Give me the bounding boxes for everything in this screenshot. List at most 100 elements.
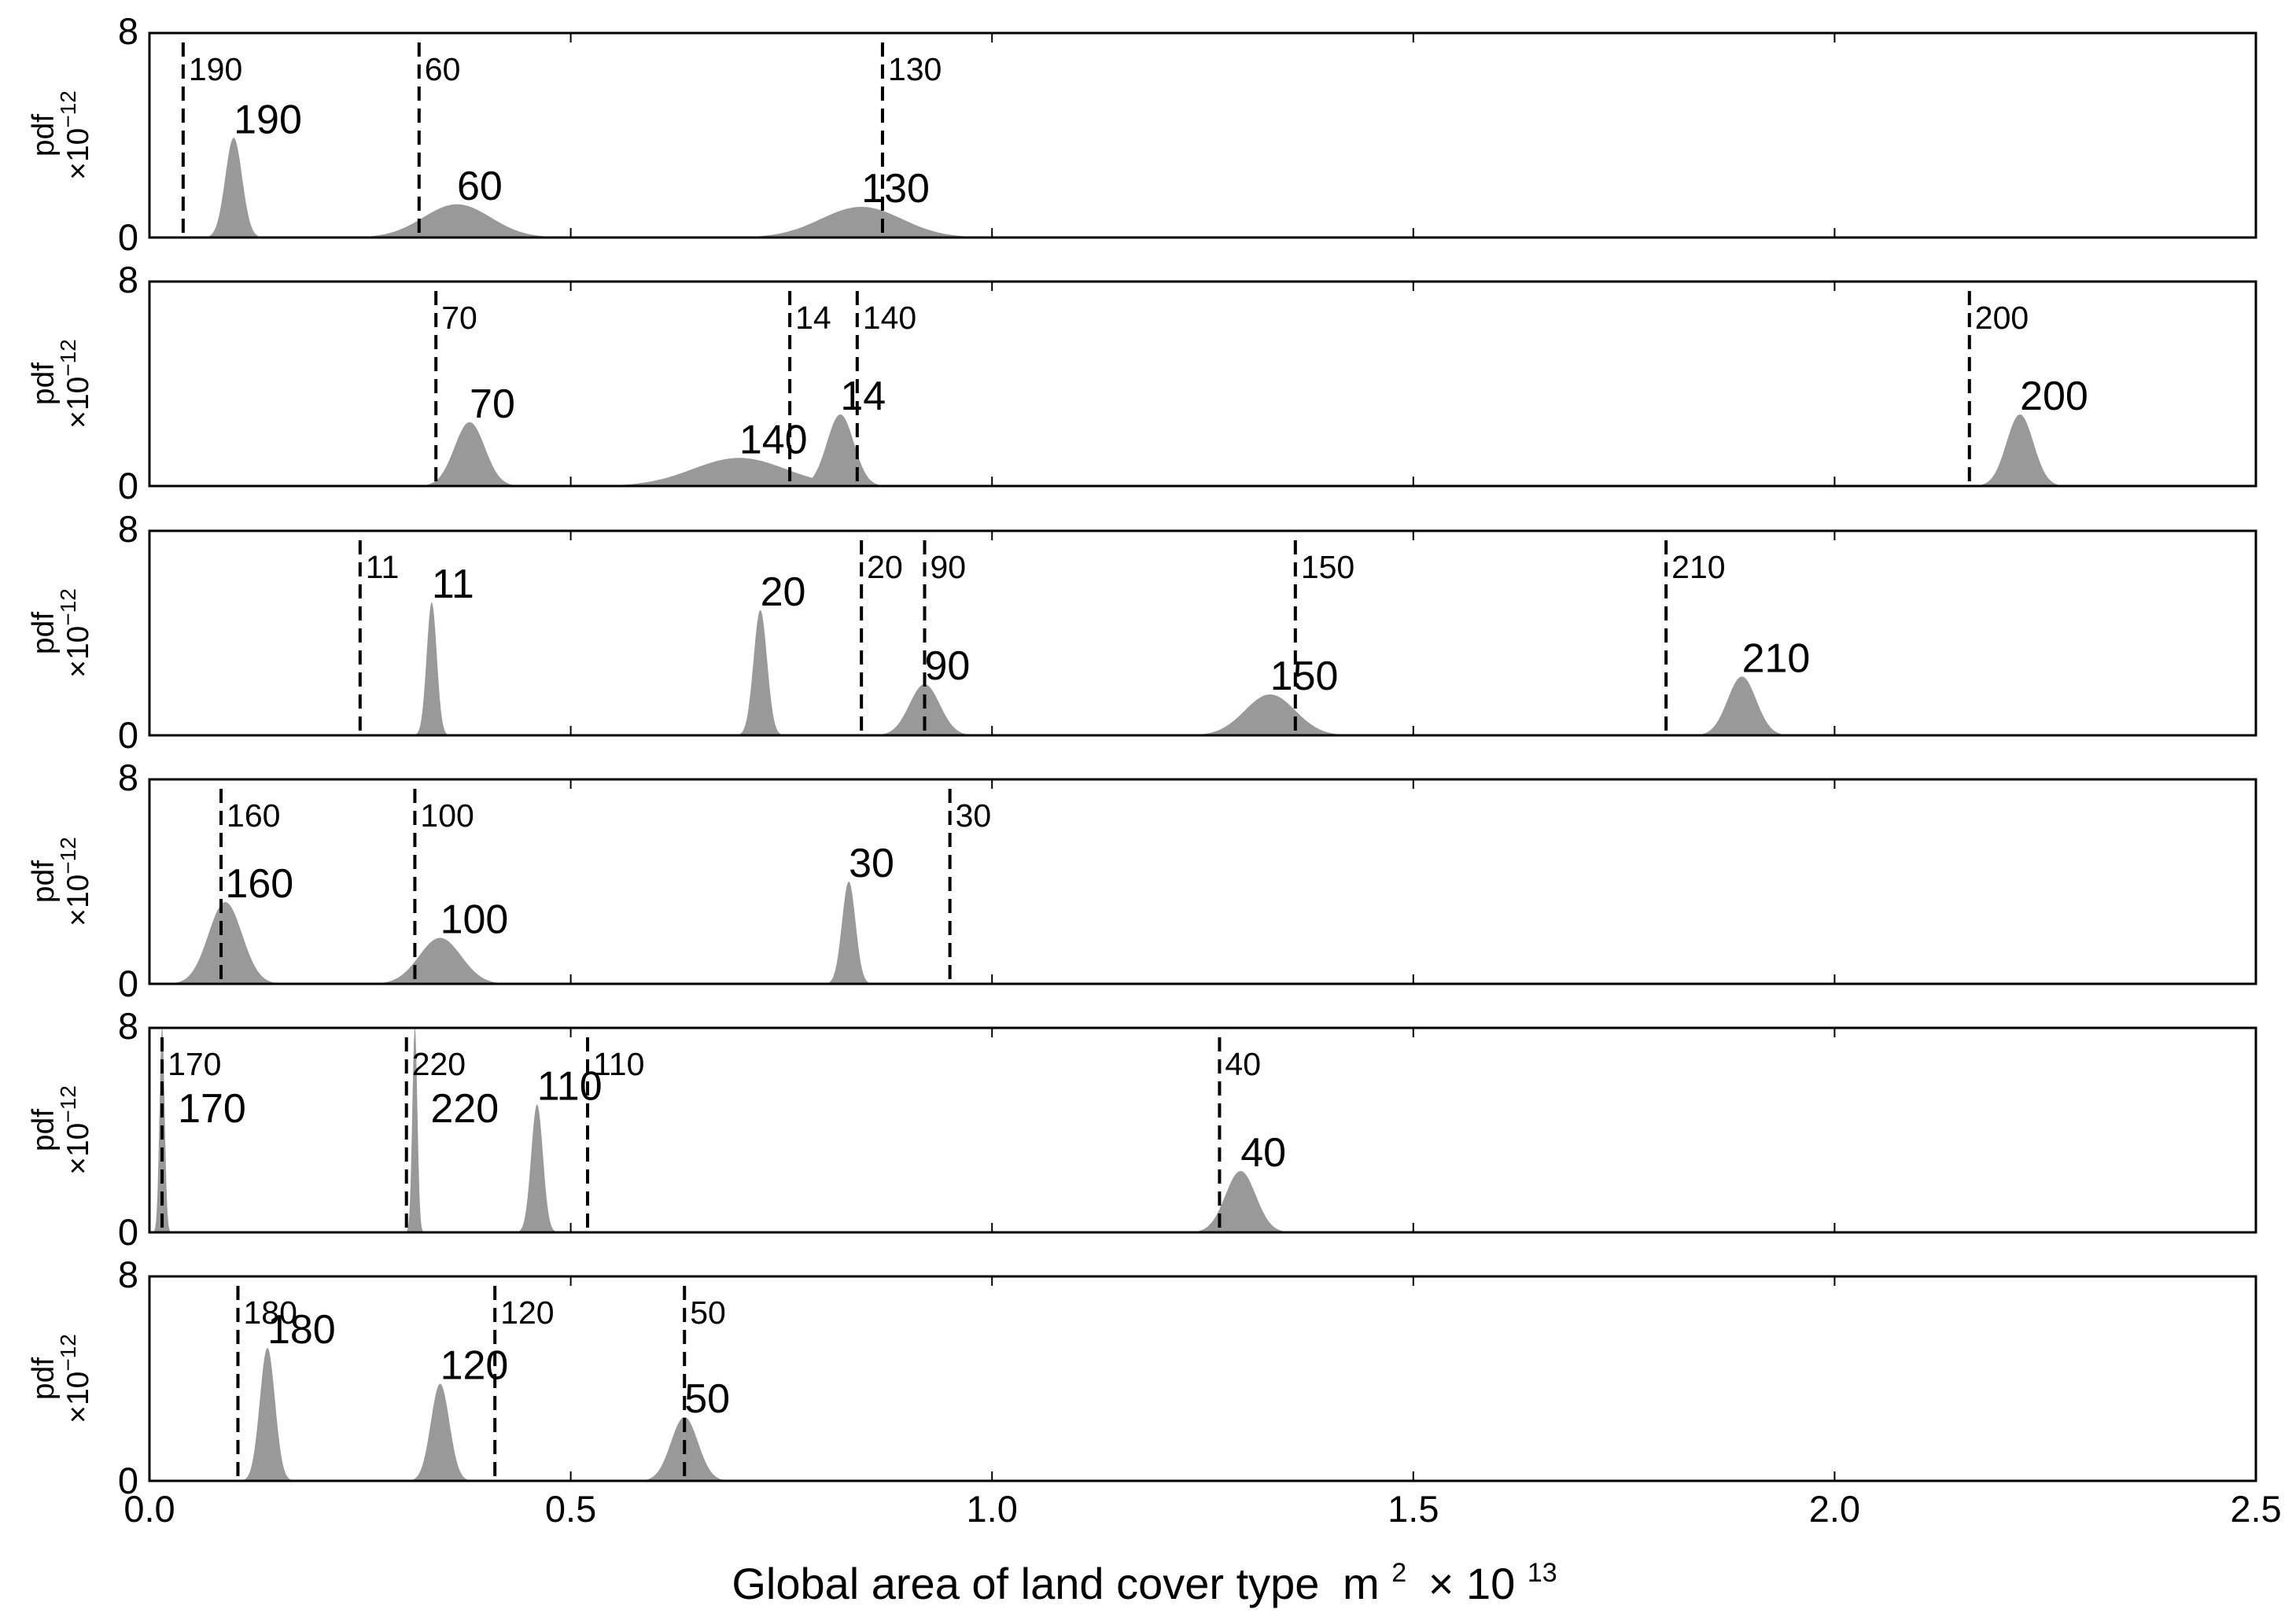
- marker-label-60: 60: [425, 51, 461, 87]
- y-tick-label-top: 8: [118, 508, 138, 550]
- marker-label-200: 200: [1975, 300, 2029, 336]
- marker-label-130: 130: [888, 51, 942, 87]
- y-tick-label-top: 8: [118, 259, 138, 300]
- y-axis-label: pdf: [27, 1109, 61, 1151]
- x-tick-label: 2.0: [1809, 1488, 1860, 1530]
- density-200: [1966, 414, 2074, 486]
- y-tick-label-bottom: 0: [118, 963, 138, 1004]
- y-axis-label: pdf: [27, 612, 61, 654]
- peak-label-30: 30: [849, 841, 894, 886]
- peak-label-110: 110: [537, 1064, 603, 1110]
- marker-label-210: 210: [1671, 549, 1725, 585]
- density-160: [157, 902, 293, 984]
- density-20: [733, 609, 787, 735]
- marker-label-190: 190: [189, 51, 242, 87]
- marker-label-140: 140: [863, 300, 916, 336]
- peak-label-220: 220: [430, 1086, 499, 1132]
- y-axis-scale: ×10−12: [56, 1085, 95, 1175]
- density-60: [322, 204, 592, 238]
- peak-label-70: 70: [470, 381, 515, 427]
- panel-6: 180 120 50 180 120 50 8 0 pdf ×10−12: [27, 1254, 2257, 1501]
- y-axis-label: pdf: [27, 1357, 61, 1400]
- y-axis-scale-exponent: −12: [56, 588, 80, 626]
- peak-label-170: 170: [178, 1086, 246, 1132]
- y-tick-label-bottom: 0: [118, 714, 138, 756]
- panel-frame: [148, 778, 2257, 985]
- x-tick-label: 0.0: [123, 1488, 175, 1530]
- x-axis-tick-labels: 0.0 0.5 1.0 1.5 2.0 2.5: [123, 1488, 2281, 1530]
- peak-label-14: 14: [840, 374, 886, 419]
- marker-label-220: 220: [412, 1046, 466, 1082]
- y-axis-scale-base: ×10: [61, 377, 95, 429]
- plot-area: [358, 540, 1800, 735]
- panel-frame: [148, 529, 2257, 737]
- y-tick-label-bottom: 0: [118, 1211, 138, 1253]
- panel-frame: [148, 280, 2257, 488]
- peak-label-140: 140: [739, 417, 808, 462]
- marker-label-11: 11: [366, 549, 400, 585]
- panel-4: 160 100 30 160 100 30 8 0 pdf ×10−12: [27, 757, 2257, 1004]
- y-tick-label-top: 8: [118, 1254, 138, 1295]
- x-tick-label: 1.5: [1388, 1488, 1439, 1530]
- marker-label-180: 180: [243, 1294, 297, 1331]
- plot-area: [408, 291, 2074, 486]
- marker-label-120: 120: [500, 1294, 554, 1331]
- density-190: [200, 138, 267, 238]
- peak-label-160: 160: [225, 861, 293, 907]
- y-tick-label-bottom: 0: [118, 1460, 138, 1501]
- y-axis-scale: ×10−12: [56, 339, 95, 429]
- panel-3: 11 20 90 150 210 11 20 90 150 210 8 0 pdf ×10−12: [27, 508, 2257, 756]
- density-40: [1180, 1171, 1302, 1232]
- y-axis-label: pdf: [27, 860, 61, 903]
- plot-area: [181, 42, 1023, 238]
- y-axis-scale: ×10−12: [56, 1334, 95, 1423]
- y-tick-label-top: 8: [118, 1005, 138, 1047]
- y-tick-label-top: 8: [118, 757, 138, 798]
- marker-label-40: 40: [1225, 1046, 1261, 1082]
- panel-frame: [148, 1275, 2257, 1482]
- x-tick-label: 1.0: [967, 1488, 1018, 1530]
- y-tick-label-top: 8: [118, 10, 138, 52]
- plot-area: [152, 1028, 1302, 1232]
- density-14: [786, 414, 894, 486]
- density-90: [864, 684, 986, 735]
- density-130: [699, 207, 1023, 238]
- density-210: [1684, 676, 1800, 735]
- peak-label-150: 150: [1270, 654, 1339, 699]
- y-axis-label: pdf: [27, 363, 61, 405]
- panel-2: 70 14 140 200 70 140 14 200 8 0 pdf ×10−12: [27, 259, 2257, 506]
- marker-label-50: 50: [690, 1294, 726, 1331]
- x-tick-label: 2.5: [2230, 1488, 2281, 1530]
- density-140: [554, 458, 925, 486]
- peak-label-50: 50: [684, 1376, 730, 1422]
- density-150: [1169, 694, 1372, 735]
- y-axis-scale: ×10−12: [56, 837, 95, 926]
- density-11: [411, 602, 452, 735]
- peak-label-90: 90: [925, 643, 971, 689]
- y-axis-scale-base: ×10: [61, 128, 95, 180]
- marker-label-170: 170: [168, 1046, 221, 1082]
- x-tick-label: 0.5: [545, 1488, 596, 1530]
- y-axis-scale-base: ×10: [61, 1123, 95, 1175]
- y-axis-scale-exponent: −12: [56, 837, 80, 875]
- y-axis-scale-exponent: −12: [56, 339, 80, 377]
- panel-5: 170 220 110 40 170 220 110 40 8 0 pdf ×10−12: [27, 1005, 2257, 1253]
- marker-label-150: 150: [1301, 549, 1354, 585]
- peak-label-130: 130: [861, 166, 930, 212]
- density-70: [408, 422, 531, 486]
- density-110: [513, 1104, 561, 1232]
- plot-area: [236, 1286, 739, 1481]
- density-180: [237, 1348, 298, 1481]
- marker-label-14: 14: [795, 300, 831, 336]
- peak-label-120: 120: [440, 1343, 509, 1389]
- peak-label-180: 180: [267, 1307, 336, 1353]
- y-axis-scale-base: ×10: [61, 875, 95, 926]
- peak-label-60: 60: [457, 164, 503, 209]
- y-axis-scale: ×10−12: [56, 588, 95, 678]
- y-tick-label-bottom: 0: [118, 465, 138, 506]
- density-120: [403, 1383, 477, 1481]
- panel-1: 190 60 130 190 60 130 8 0 pdf ×10−12: [27, 10, 2257, 258]
- y-axis-label: pdf: [27, 114, 61, 157]
